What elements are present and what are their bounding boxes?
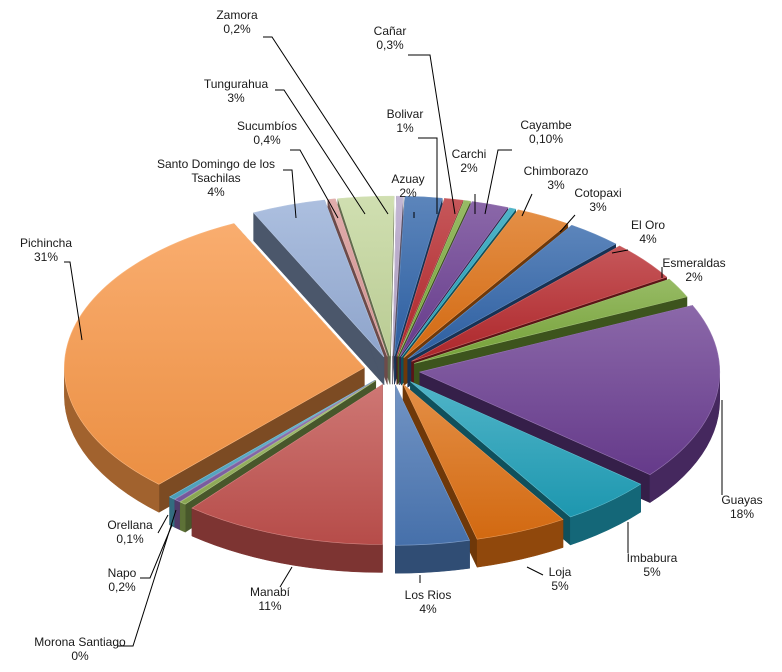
slice-label-morona-santiago: Morona Santiago 0%	[34, 635, 126, 663]
leader-line-chimborazo	[521, 193, 533, 217]
pie-slice-manab-	[191, 383, 383, 573]
leader-line-morona-santiago	[117, 509, 177, 647]
leader-line-santo-domingo-de-los-tsachilas	[283, 169, 297, 219]
slice-label-sucumb-os: Sucumbíos 0,4%	[237, 119, 297, 147]
leader-line-bolivar	[418, 137, 438, 214]
leader-line-manab-	[279, 566, 293, 588]
leader-line-tungurahua	[275, 89, 366, 215]
leader-line-ca-ar	[408, 54, 456, 215]
slice-label-ca-ar: Cañar 0,3%	[374, 24, 407, 52]
slice-label-bolivar: Bolivar 1%	[387, 107, 424, 135]
leader-line-pichincha	[64, 261, 83, 341]
leader-line-el-oro	[611, 249, 629, 254]
slice-label-guayas: Guayas 18%	[721, 493, 762, 521]
leader-line-napo	[140, 524, 173, 579]
slice-label-esmeraldas: Esmeraldas 2%	[662, 256, 725, 284]
pie-slice-los-rios	[395, 385, 471, 574]
slice-label-tungurahua: Tungurahua 3%	[204, 77, 269, 105]
slice-label-orellana: Orellana 0,1%	[107, 518, 153, 546]
slice-label-cotopaxi: Cotopaxi 3%	[574, 186, 621, 214]
leader-line-cotopaxi	[559, 214, 576, 233]
slice-label-zamora: Zamora 0,2%	[216, 8, 258, 36]
slice-label-azuay: Azuay 2%	[391, 172, 424, 200]
leader-line-orellana	[157, 514, 169, 534]
pie-slice-santo-domingo-de-los-tsachilas	[253, 199, 385, 386]
leader-line-loja	[526, 566, 544, 576]
slice-label-loja: Loja 5%	[549, 565, 572, 593]
leader-line-cayambe	[484, 149, 512, 215]
slice-label-cayambe: Cayambe 0,10%	[520, 118, 572, 146]
leader-line-zamora	[263, 36, 389, 215]
slice-label-pichincha: Pichincha 31%	[20, 236, 72, 264]
leader-line-sucumb-os	[290, 149, 339, 219]
slice-label-manab-: Manabí 11%	[250, 585, 291, 613]
slice-label-los-rios: Los Rios 4%	[405, 588, 452, 616]
pie-slice-zamora	[392, 195, 404, 385]
slice-label-napo: Napo 0,2%	[108, 566, 137, 594]
slice-label-carchi: Carchi 2%	[452, 147, 487, 175]
slice-label-santo-domingo-de-los-tsachilas: Santo Domingo de los Tsachilas 4%	[157, 157, 275, 199]
slice-label-chimborazo: Chimborazo 3%	[524, 164, 589, 192]
slice-label-el-oro: El Oro 4%	[631, 218, 665, 246]
slice-label-imbabura: Imbabura 5%	[627, 551, 678, 579]
